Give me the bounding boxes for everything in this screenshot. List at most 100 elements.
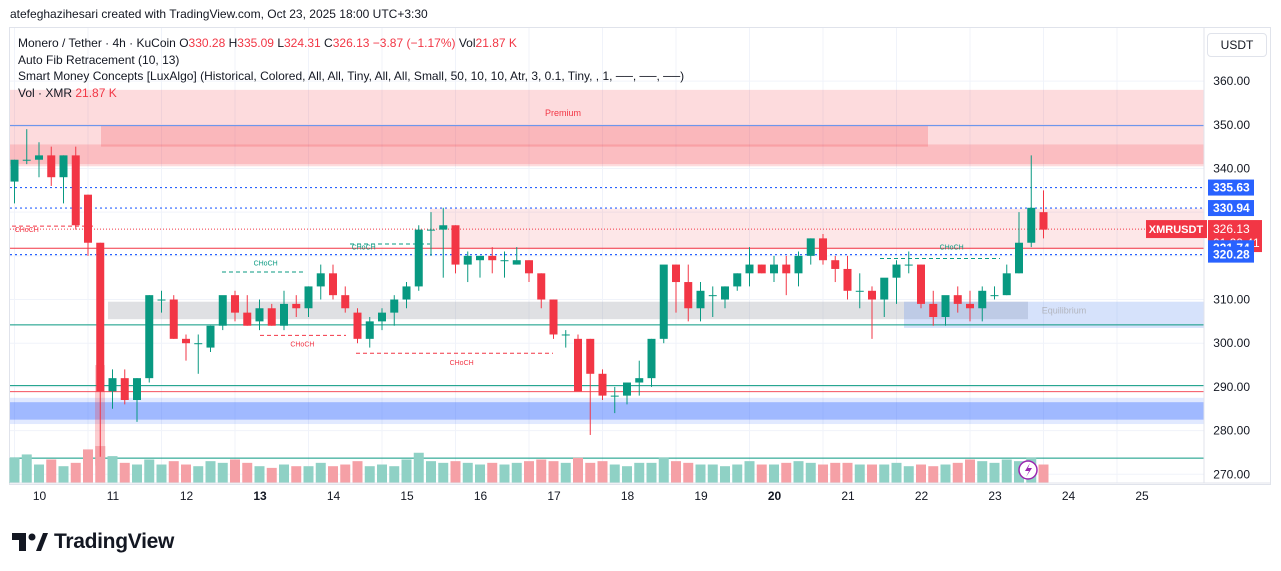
candle-body <box>353 312 362 339</box>
volume-bar <box>83 449 93 483</box>
candle-body <box>169 299 178 339</box>
candle-body <box>451 225 460 265</box>
volume-bar <box>291 466 302 483</box>
time-tick-label: 14 <box>327 489 341 503</box>
volume-bar <box>597 461 608 483</box>
volume-bar <box>181 464 191 483</box>
candle-body <box>329 273 337 296</box>
volume-label: Vol <box>458 36 476 50</box>
fib-indicator-legend[interactable]: Auto Fib Retracement (10, 13) <box>18 52 180 67</box>
high-value: 335.09 <box>237 36 274 50</box>
candle-body <box>549 299 558 335</box>
low-value: 324.31 <box>284 36 321 50</box>
currency-unit-button[interactable]: USDT <box>1207 33 1267 57</box>
volume-bar <box>879 464 890 483</box>
volume-bar <box>1001 459 1012 483</box>
current-price-value: 326.13 <box>1213 222 1250 236</box>
volume-bar <box>928 466 939 483</box>
time-tick-label: 19 <box>694 489 708 503</box>
chart-legend: Monero / Tether · 4h · KuCoin O330.28 H3… <box>18 35 684 101</box>
symbol-legend-row[interactable]: Monero / Tether · 4h · KuCoin O330.28 H3… <box>18 35 684 52</box>
candle-body <box>561 334 570 336</box>
price-level-tag <box>1208 246 1254 263</box>
choch-label: CHoCH <box>15 227 39 234</box>
candle-body <box>586 338 595 374</box>
volume-bar <box>21 454 32 483</box>
candle-body <box>84 194 92 243</box>
volume-bar <box>952 462 963 483</box>
time-tick-label: 13 <box>253 489 267 503</box>
candle-body <box>941 295 950 317</box>
candle-body <box>892 264 901 278</box>
candle-body <box>488 255 497 261</box>
candle-body <box>843 268 852 291</box>
candle-body <box>267 308 276 326</box>
volume-bar <box>867 464 877 483</box>
volume-bar <box>707 464 718 483</box>
chart-frame <box>9 27 1271 485</box>
time-tick-label: 20 <box>768 489 782 503</box>
candle-body <box>721 286 729 300</box>
volume-bar <box>818 464 828 483</box>
candle-body <box>708 295 717 297</box>
candle-body <box>10 159 19 182</box>
candle-body <box>1039 212 1048 230</box>
price-tick-label: 280.00 <box>1213 424 1250 438</box>
time-tick-label: 21 <box>841 489 855 503</box>
volume-bar <box>107 456 118 483</box>
candle-body <box>35 155 43 160</box>
volume-bar <box>328 466 338 483</box>
volume-bar <box>9 457 20 483</box>
volume-bar <box>683 462 694 483</box>
volume-bar <box>70 462 81 483</box>
candle-body <box>659 264 668 339</box>
volume-bar <box>168 461 179 483</box>
candle-body <box>22 159 31 161</box>
time-tick-label: 24 <box>1062 489 1076 503</box>
volume-bar <box>95 446 106 483</box>
choch-label: CHoCH <box>352 244 376 251</box>
volume-bar <box>732 464 743 483</box>
candle-body <box>880 277 889 300</box>
candle-body <box>696 290 705 309</box>
candle-body <box>108 378 117 392</box>
price-tick-label: 310.00 <box>1213 293 1250 307</box>
candle-body <box>157 299 166 301</box>
candle-body <box>831 260 840 269</box>
price-tick-label: 350.00 <box>1213 118 1250 132</box>
tradingview-logo[interactable]: TradingView <box>12 530 174 554</box>
volume-indicator-legend[interactable]: Vol · XMR 21.87 K <box>18 85 684 102</box>
volume-bar <box>891 462 902 483</box>
price-tick-label: 270.00 <box>1213 467 1250 481</box>
volume-bar <box>340 464 351 483</box>
volume-bar <box>658 457 669 483</box>
price-level-value: 320.28 <box>1213 248 1250 262</box>
volume-bar <box>609 464 620 483</box>
volume-bar <box>940 464 951 483</box>
volume-bar <box>377 464 387 483</box>
smc-indicator-legend[interactable]: Smart Money Concepts [LuxAlgo] (Historic… <box>18 69 685 83</box>
volume-bar <box>511 462 522 483</box>
chart-author-header: atefeghazihesari created with TradingVie… <box>10 7 428 21</box>
volume-bar <box>279 464 289 483</box>
candle-body <box>806 238 815 256</box>
price-level-value: 335.63 <box>1213 181 1250 195</box>
equilibrium-zone <box>108 301 1028 320</box>
candle-body <box>463 255 472 265</box>
volume-bar <box>622 466 632 483</box>
price-tick-label: 360.00 <box>1213 74 1250 88</box>
volume-bar <box>303 466 314 483</box>
candle-body <box>757 264 766 274</box>
volume-value: 21.87 K <box>475 36 517 50</box>
volume-bar <box>144 459 155 483</box>
candle-body <box>966 303 974 309</box>
symbol-name[interactable]: Monero / Tether · 4h · KuCoin <box>18 36 176 50</box>
candle-body <box>427 229 435 231</box>
candle-body <box>733 273 742 287</box>
symbol-price-tag <box>1146 220 1207 239</box>
candle-body <box>292 303 301 309</box>
candle-body <box>855 290 864 292</box>
candle-body <box>623 382 631 396</box>
volume-bar <box>720 466 730 483</box>
